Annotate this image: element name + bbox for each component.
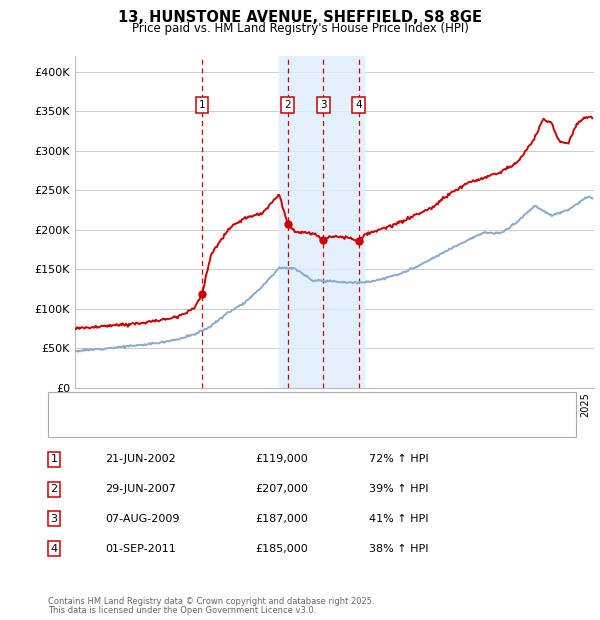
Text: 3: 3 bbox=[320, 100, 327, 110]
Text: £119,000: £119,000 bbox=[255, 454, 308, 464]
Text: Price paid vs. HM Land Registry's House Price Index (HPI): Price paid vs. HM Land Registry's House … bbox=[131, 22, 469, 35]
Text: 1: 1 bbox=[50, 454, 58, 464]
Text: £187,000: £187,000 bbox=[255, 514, 308, 524]
Text: £207,000: £207,000 bbox=[255, 484, 308, 494]
Text: 39% ↑ HPI: 39% ↑ HPI bbox=[369, 484, 428, 494]
Text: 2: 2 bbox=[284, 100, 291, 110]
Text: 13, HUNSTONE AVENUE, SHEFFIELD, S8 8GE (semi-detached house): 13, HUNSTONE AVENUE, SHEFFIELD, S8 8GE (… bbox=[93, 401, 447, 411]
Text: 41% ↑ HPI: 41% ↑ HPI bbox=[369, 514, 428, 524]
Text: 01-SEP-2011: 01-SEP-2011 bbox=[105, 544, 176, 554]
Text: Contains HM Land Registry data © Crown copyright and database right 2025.: Contains HM Land Registry data © Crown c… bbox=[48, 597, 374, 606]
Text: HPI: Average price, semi-detached house, Sheffield: HPI: Average price, semi-detached house,… bbox=[93, 420, 361, 430]
Text: 21-JUN-2002: 21-JUN-2002 bbox=[105, 454, 176, 464]
Text: £185,000: £185,000 bbox=[255, 544, 308, 554]
Text: 07-AUG-2009: 07-AUG-2009 bbox=[105, 514, 179, 524]
Text: 4: 4 bbox=[50, 544, 58, 554]
Text: 4: 4 bbox=[355, 100, 362, 110]
Text: 2: 2 bbox=[50, 484, 58, 494]
Bar bbox=[279, 56, 364, 388]
Text: 13, HUNSTONE AVENUE, SHEFFIELD, S8 8GE: 13, HUNSTONE AVENUE, SHEFFIELD, S8 8GE bbox=[118, 10, 482, 25]
Text: 1: 1 bbox=[199, 100, 205, 110]
Text: This data is licensed under the Open Government Licence v3.0.: This data is licensed under the Open Gov… bbox=[48, 606, 316, 615]
Text: 38% ↑ HPI: 38% ↑ HPI bbox=[369, 544, 428, 554]
Text: 29-JUN-2007: 29-JUN-2007 bbox=[105, 484, 176, 494]
Text: 72% ↑ HPI: 72% ↑ HPI bbox=[369, 454, 428, 464]
Text: 3: 3 bbox=[50, 514, 58, 524]
